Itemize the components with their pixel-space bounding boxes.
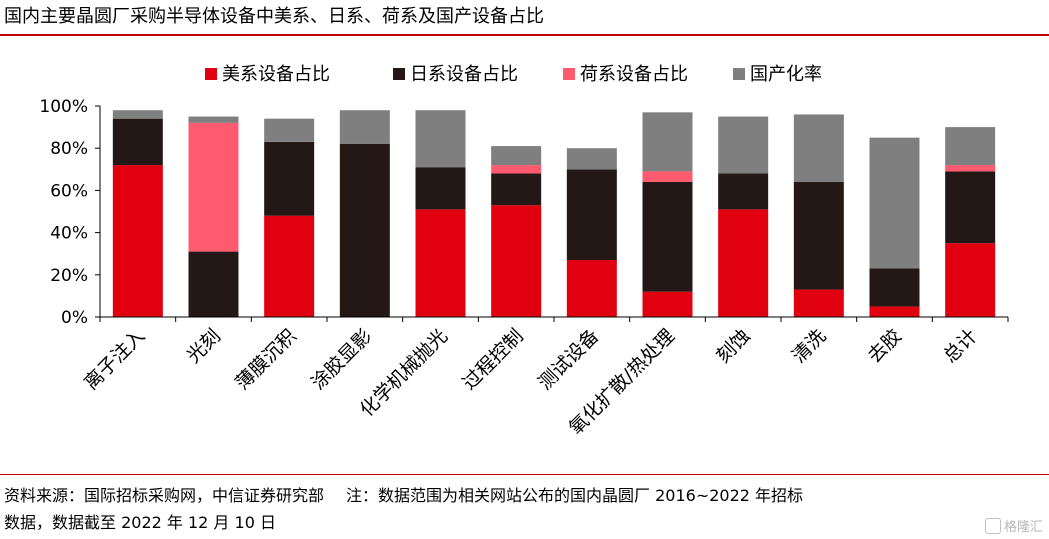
x-category-label: 去胶 — [864, 325, 906, 367]
watermark-text: 格隆汇 — [1003, 520, 1043, 535]
bar-segment-4-2 — [188, 116, 239, 123]
bar-segment-1-11 — [869, 306, 920, 317]
bar-segment-3-12 — [945, 165, 996, 172]
bar-segment-1-5 — [415, 209, 466, 317]
bar-segment-1-1 — [112, 165, 163, 317]
x-category-label: 涂胶显影 — [307, 325, 376, 394]
bar-segment-4-10 — [793, 114, 844, 182]
bar-segment-1-6 — [491, 205, 542, 317]
bar-segment-1-3 — [264, 215, 315, 317]
source-note: 资料来源：国际招标采购网，中信证券研究部 注：数据范围为相关网站公布的国内晶圆厂 … — [4, 482, 1044, 536]
x-category-label: 刻蚀 — [712, 325, 754, 367]
x-category-label: 清洗 — [788, 325, 830, 367]
bar-segment-2-1 — [112, 118, 163, 166]
bar-segment-4-7 — [566, 148, 617, 170]
bar-segment-4-12 — [945, 127, 996, 166]
bar-segment-4-5 — [415, 110, 466, 168]
bar-segment-2-5 — [415, 167, 466, 210]
bar-segment-1-7 — [566, 260, 617, 317]
bar-segment-1-10 — [793, 289, 844, 317]
bar-segment-2-9 — [718, 173, 769, 210]
y-tick-label: 0% — [61, 308, 88, 328]
x-category-label: 薄膜沉积 — [231, 325, 300, 394]
note-text-line2: 数据，数据截至 2022 年 12 月 10 日 — [4, 513, 276, 532]
bar-segment-4-3 — [264, 118, 315, 142]
footer-divider — [0, 474, 1049, 475]
bar-segment-2-4 — [339, 143, 390, 317]
x-category-label: 测试设备 — [534, 325, 603, 394]
source-text: 资料来源：国际招标采购网，中信证券研究部 — [4, 486, 325, 505]
bar-segment-1-9 — [718, 209, 769, 317]
bar-segment-2-7 — [566, 169, 617, 261]
bar-segment-2-12 — [945, 171, 996, 244]
y-tick-label: 80% — [50, 139, 88, 159]
bar-segment-4-11 — [869, 137, 920, 269]
x-category-label: 光刻 — [183, 325, 225, 367]
legend-label: 美系设备占比 — [222, 64, 330, 85]
bar-segment-2-3 — [264, 141, 315, 216]
watermark-logo-icon — [984, 518, 1001, 534]
bar-segment-1-8 — [642, 291, 693, 317]
bar-segment-2-8 — [642, 181, 693, 292]
bar-segment-3-6 — [491, 165, 542, 174]
title-divider — [0, 34, 1049, 36]
legend-swatch — [563, 68, 575, 80]
bar-segment-2-6 — [491, 173, 542, 206]
bar-segment-4-9 — [718, 116, 769, 174]
bar-segment-2-11 — [869, 268, 920, 307]
legend-label: 日系设备占比 — [410, 64, 518, 85]
bar-segment-2-10 — [793, 181, 844, 290]
legend-swatch — [393, 68, 405, 80]
y-tick-label: 20% — [50, 266, 88, 286]
legend-swatch — [733, 68, 745, 80]
bar-segment-2-2 — [188, 251, 239, 317]
x-category-label: 总计 — [939, 325, 981, 367]
legend-label: 荷系设备占比 — [580, 64, 688, 85]
x-category-label: 过程控制 — [458, 325, 527, 394]
bar-segment-4-6 — [491, 146, 542, 166]
y-tick-label: 100% — [39, 97, 88, 117]
note-text-line1: 注：数据范围为相关网站公布的国内晶圆厂 2016~2022 年招标 — [346, 486, 804, 505]
bar-segment-1-12 — [945, 243, 996, 317]
watermark: 格隆汇 — [984, 516, 1043, 535]
bar-segment-4-8 — [642, 112, 693, 172]
legend-label: 国产化率 — [750, 64, 822, 85]
bar-segment-3-8 — [642, 171, 693, 182]
legend-swatch — [205, 68, 217, 80]
chart-title: 国内主要晶圆厂采购半导体设备中美系、日系、荷系及国产设备占比 — [4, 6, 544, 27]
bar-segment-3-2 — [188, 122, 239, 252]
y-tick-label: 60% — [50, 181, 88, 201]
x-category-label: 离子注入 — [80, 325, 149, 394]
bar-segment-4-1 — [112, 110, 163, 119]
bar-segment-4-4 — [339, 110, 390, 144]
y-tick-label: 40% — [50, 224, 88, 244]
